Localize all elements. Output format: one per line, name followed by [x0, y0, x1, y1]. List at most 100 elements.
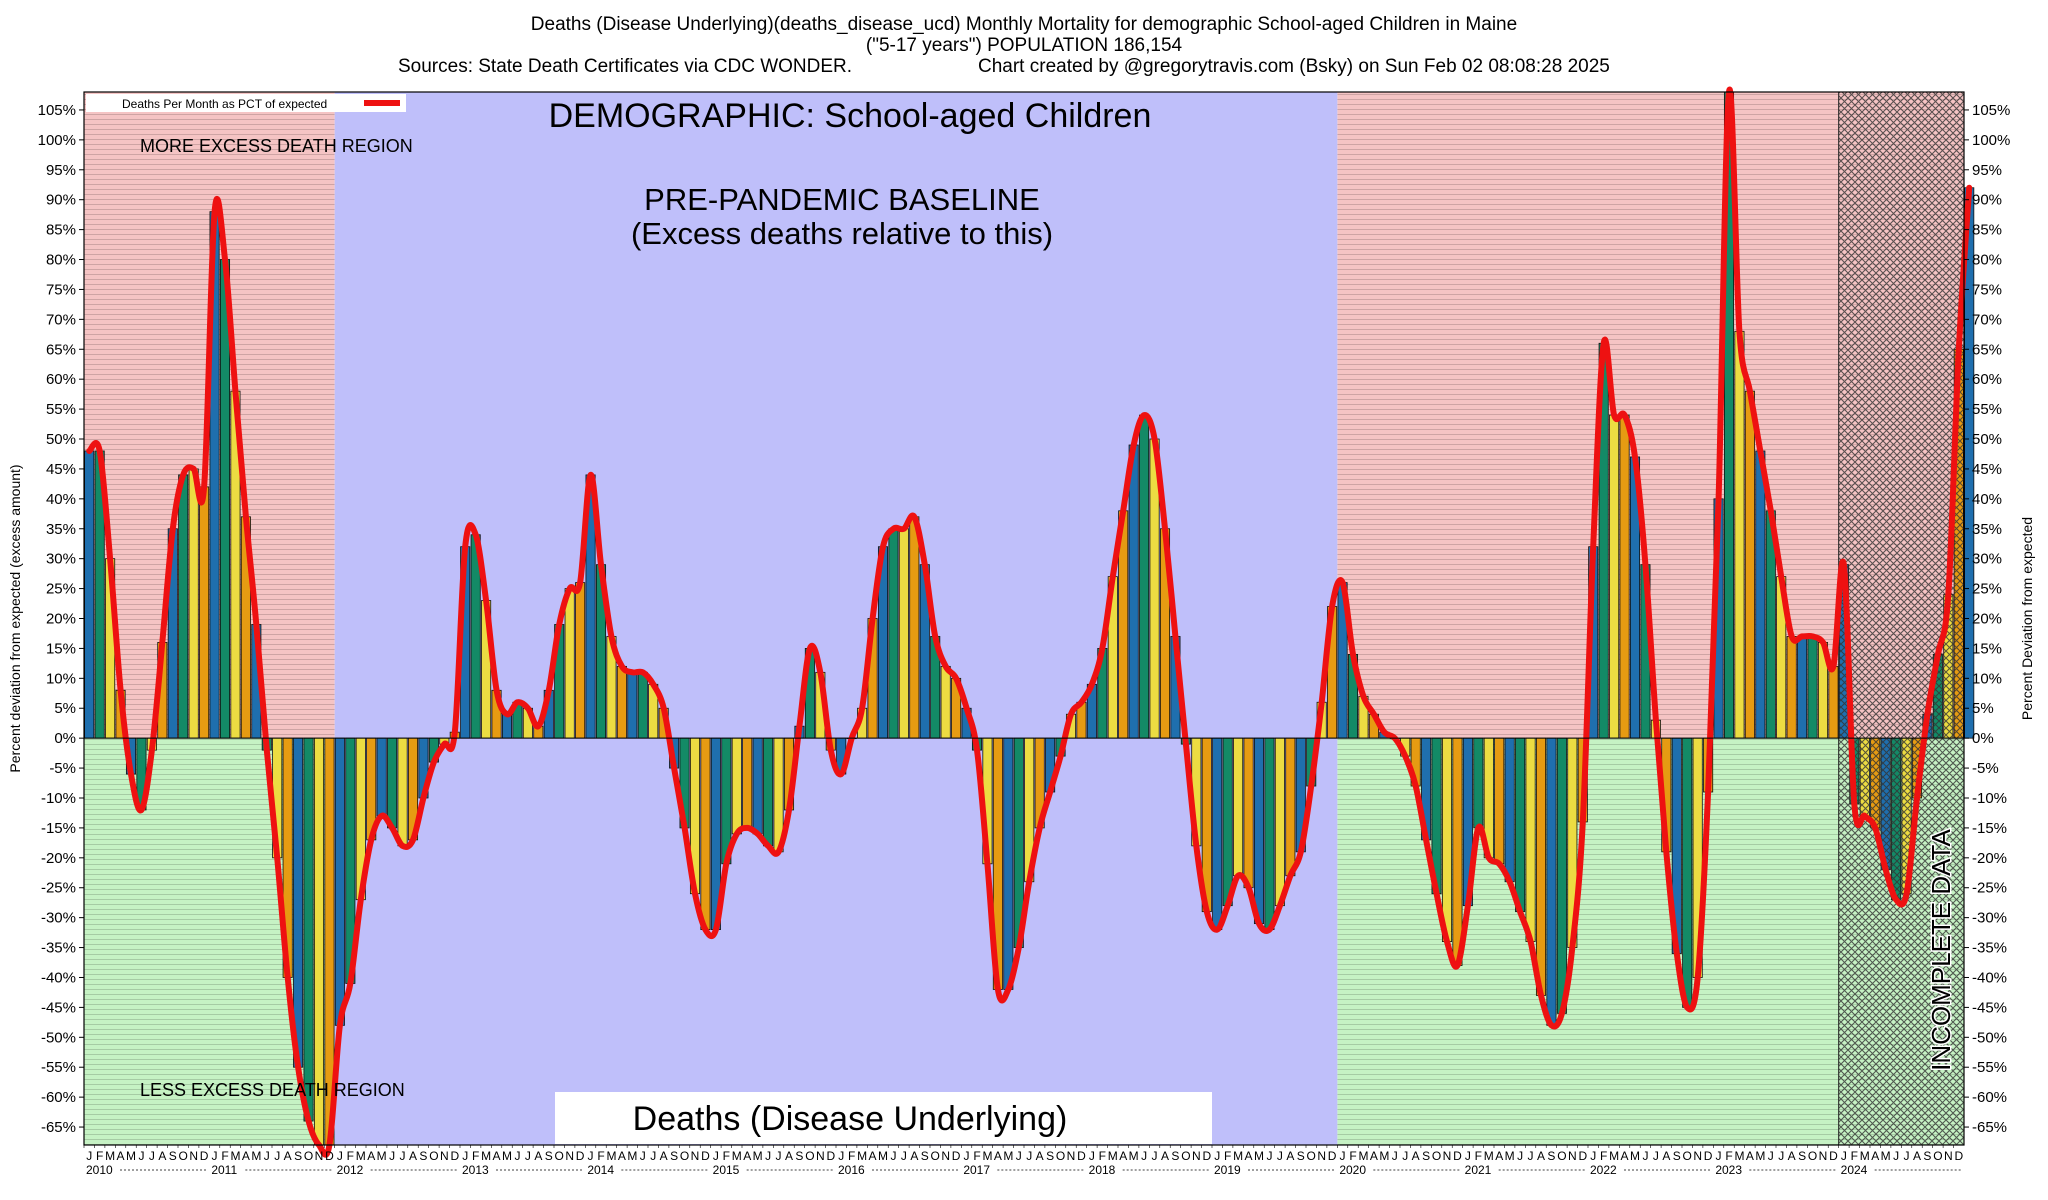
x-tick-month: J [1340, 1149, 1346, 1163]
x-tick-month: S [1046, 1149, 1054, 1163]
y-tick-label-right: 70% [1972, 311, 2002, 328]
y-tick-label-left: -25% [41, 880, 76, 897]
y-tick-label-right: -15% [1972, 820, 2007, 837]
x-tick-month: N [1568, 1149, 1577, 1163]
x-tick-year: 2010 [86, 1163, 113, 1177]
x-tick-year: 2012 [337, 1163, 364, 1177]
x-tick-year: 2017 [963, 1163, 990, 1177]
y-tick-label-left: -45% [41, 999, 76, 1016]
x-tick-month: J [274, 1149, 280, 1163]
bar [1473, 737, 1484, 829]
y-tick-label-left: -10% [41, 790, 76, 807]
y-tick-label-right: 95% [1972, 162, 2002, 179]
x-tick-month: O [1432, 1149, 1441, 1163]
bar [1285, 737, 1296, 877]
x-tick-month: J [1653, 1149, 1659, 1163]
x-tick-month: J [1528, 1149, 1534, 1163]
y-tick-label-right: -55% [1972, 1059, 2007, 1076]
x-tick-month: O [1933, 1149, 1942, 1163]
x-tick-month: M [982, 1149, 992, 1163]
legend-label: Deaths Per Month as PCT of expected [122, 97, 327, 111]
x-tick-month: F [221, 1149, 228, 1163]
bar [1744, 390, 1755, 739]
bar [1786, 636, 1797, 739]
x-tick-month: A [1036, 1149, 1044, 1163]
more-excess-label: MORE EXCESS DEATH REGION [140, 136, 413, 156]
x-tick-year: 2016 [838, 1163, 865, 1177]
y-tick-label-right: -45% [1972, 999, 2007, 1016]
x-tick-month: J [1517, 1149, 1523, 1163]
y-tick-label-left: 100% [38, 132, 76, 149]
bar [1755, 450, 1766, 739]
bar [1139, 414, 1150, 739]
x-tick-month: M [1755, 1149, 1765, 1163]
y-tick-label-left: 45% [46, 461, 76, 478]
bar [1535, 737, 1547, 996]
x-tick-month: M [1379, 1149, 1389, 1163]
x-tick-month: S [795, 1149, 803, 1163]
x-tick-month: D [450, 1149, 459, 1163]
bar [387, 737, 398, 829]
bar [501, 713, 513, 739]
y-tick-label-right: -65% [1972, 1119, 2007, 1136]
x-tick-month: M [1108, 1149, 1118, 1163]
x-tick-month: F [973, 1149, 980, 1163]
x-tick-month: S [545, 1149, 553, 1163]
x-tick-month: S [1547, 1149, 1555, 1163]
x-tick-month: A [1621, 1149, 1629, 1163]
x-tick-month: D [701, 1149, 710, 1163]
x-tick-month: J [890, 1149, 896, 1163]
chart-title-line-3: Sources: State Death Certificates via CD… [0, 56, 2048, 78]
x-tick-month: A [1662, 1149, 1670, 1163]
x-tick-month: J [1893, 1149, 1899, 1163]
x-tick-year: 2020 [1339, 1163, 1366, 1177]
x-tick-month: J [1392, 1149, 1398, 1163]
x-tick-month: O [1683, 1149, 1692, 1163]
x-tick-year: 2015 [713, 1163, 740, 1177]
x-tick-month: M [1734, 1149, 1744, 1163]
x-tick-month: J [525, 1149, 531, 1163]
less-excess-label: LESS EXCESS DEATH REGION [140, 1080, 405, 1100]
bar [564, 588, 575, 739]
x-tick-month: D [1704, 1149, 1713, 1163]
x-tick-month: J [713, 1149, 719, 1163]
y-tick-label-right: 65% [1972, 341, 2002, 358]
x-tick-month: A [1746, 1149, 1754, 1163]
x-tick-month: J [1590, 1149, 1596, 1163]
x-tick-month: J [1266, 1149, 1272, 1163]
bar [637, 671, 648, 739]
x-tick-month: J [765, 1149, 771, 1163]
y-tick-label-left: -65% [41, 1119, 76, 1136]
y-tick-label-right: 50% [1972, 431, 2002, 448]
y-tick-label-left: -5% [49, 760, 76, 777]
x-tick-month: N [1693, 1149, 1702, 1163]
bar [575, 582, 586, 739]
x-tick-month: J [400, 1149, 406, 1163]
bar [1274, 737, 1285, 907]
x-tick-month: F [1725, 1149, 1732, 1163]
x-tick-month: A [1495, 1149, 1503, 1163]
x-tick-month: A [493, 1149, 501, 1163]
x-tick-month: A [1161, 1149, 1169, 1163]
x-tick-month: A [618, 1149, 626, 1163]
x-tick-month: J [964, 1149, 970, 1163]
y-tick-label-right: 80% [1972, 252, 2002, 269]
sources-text: Sources: State Death Certificates via CD… [398, 56, 853, 77]
x-tick-month: A [743, 1149, 751, 1163]
bar [188, 468, 199, 739]
y-tick-label-right: -5% [1972, 760, 1999, 777]
bar [376, 737, 387, 817]
bar [334, 737, 345, 1026]
x-tick-month: J [212, 1149, 218, 1163]
y-tick-label-left: -20% [41, 850, 76, 867]
incomplete-data-overlay [1838, 91, 1965, 1146]
x-tick-month: M [502, 1149, 512, 1163]
x-tick-month: J [1214, 1149, 1220, 1163]
x-tick-month: F [1349, 1149, 1356, 1163]
x-tick-month: N [1443, 1149, 1452, 1163]
x-tick-month: F [848, 1149, 855, 1163]
bar [1441, 737, 1453, 942]
x-tick-month: O [1181, 1149, 1190, 1163]
y-tick-label-left: 105% [38, 102, 76, 119]
x-tick-month: F [1851, 1149, 1858, 1163]
